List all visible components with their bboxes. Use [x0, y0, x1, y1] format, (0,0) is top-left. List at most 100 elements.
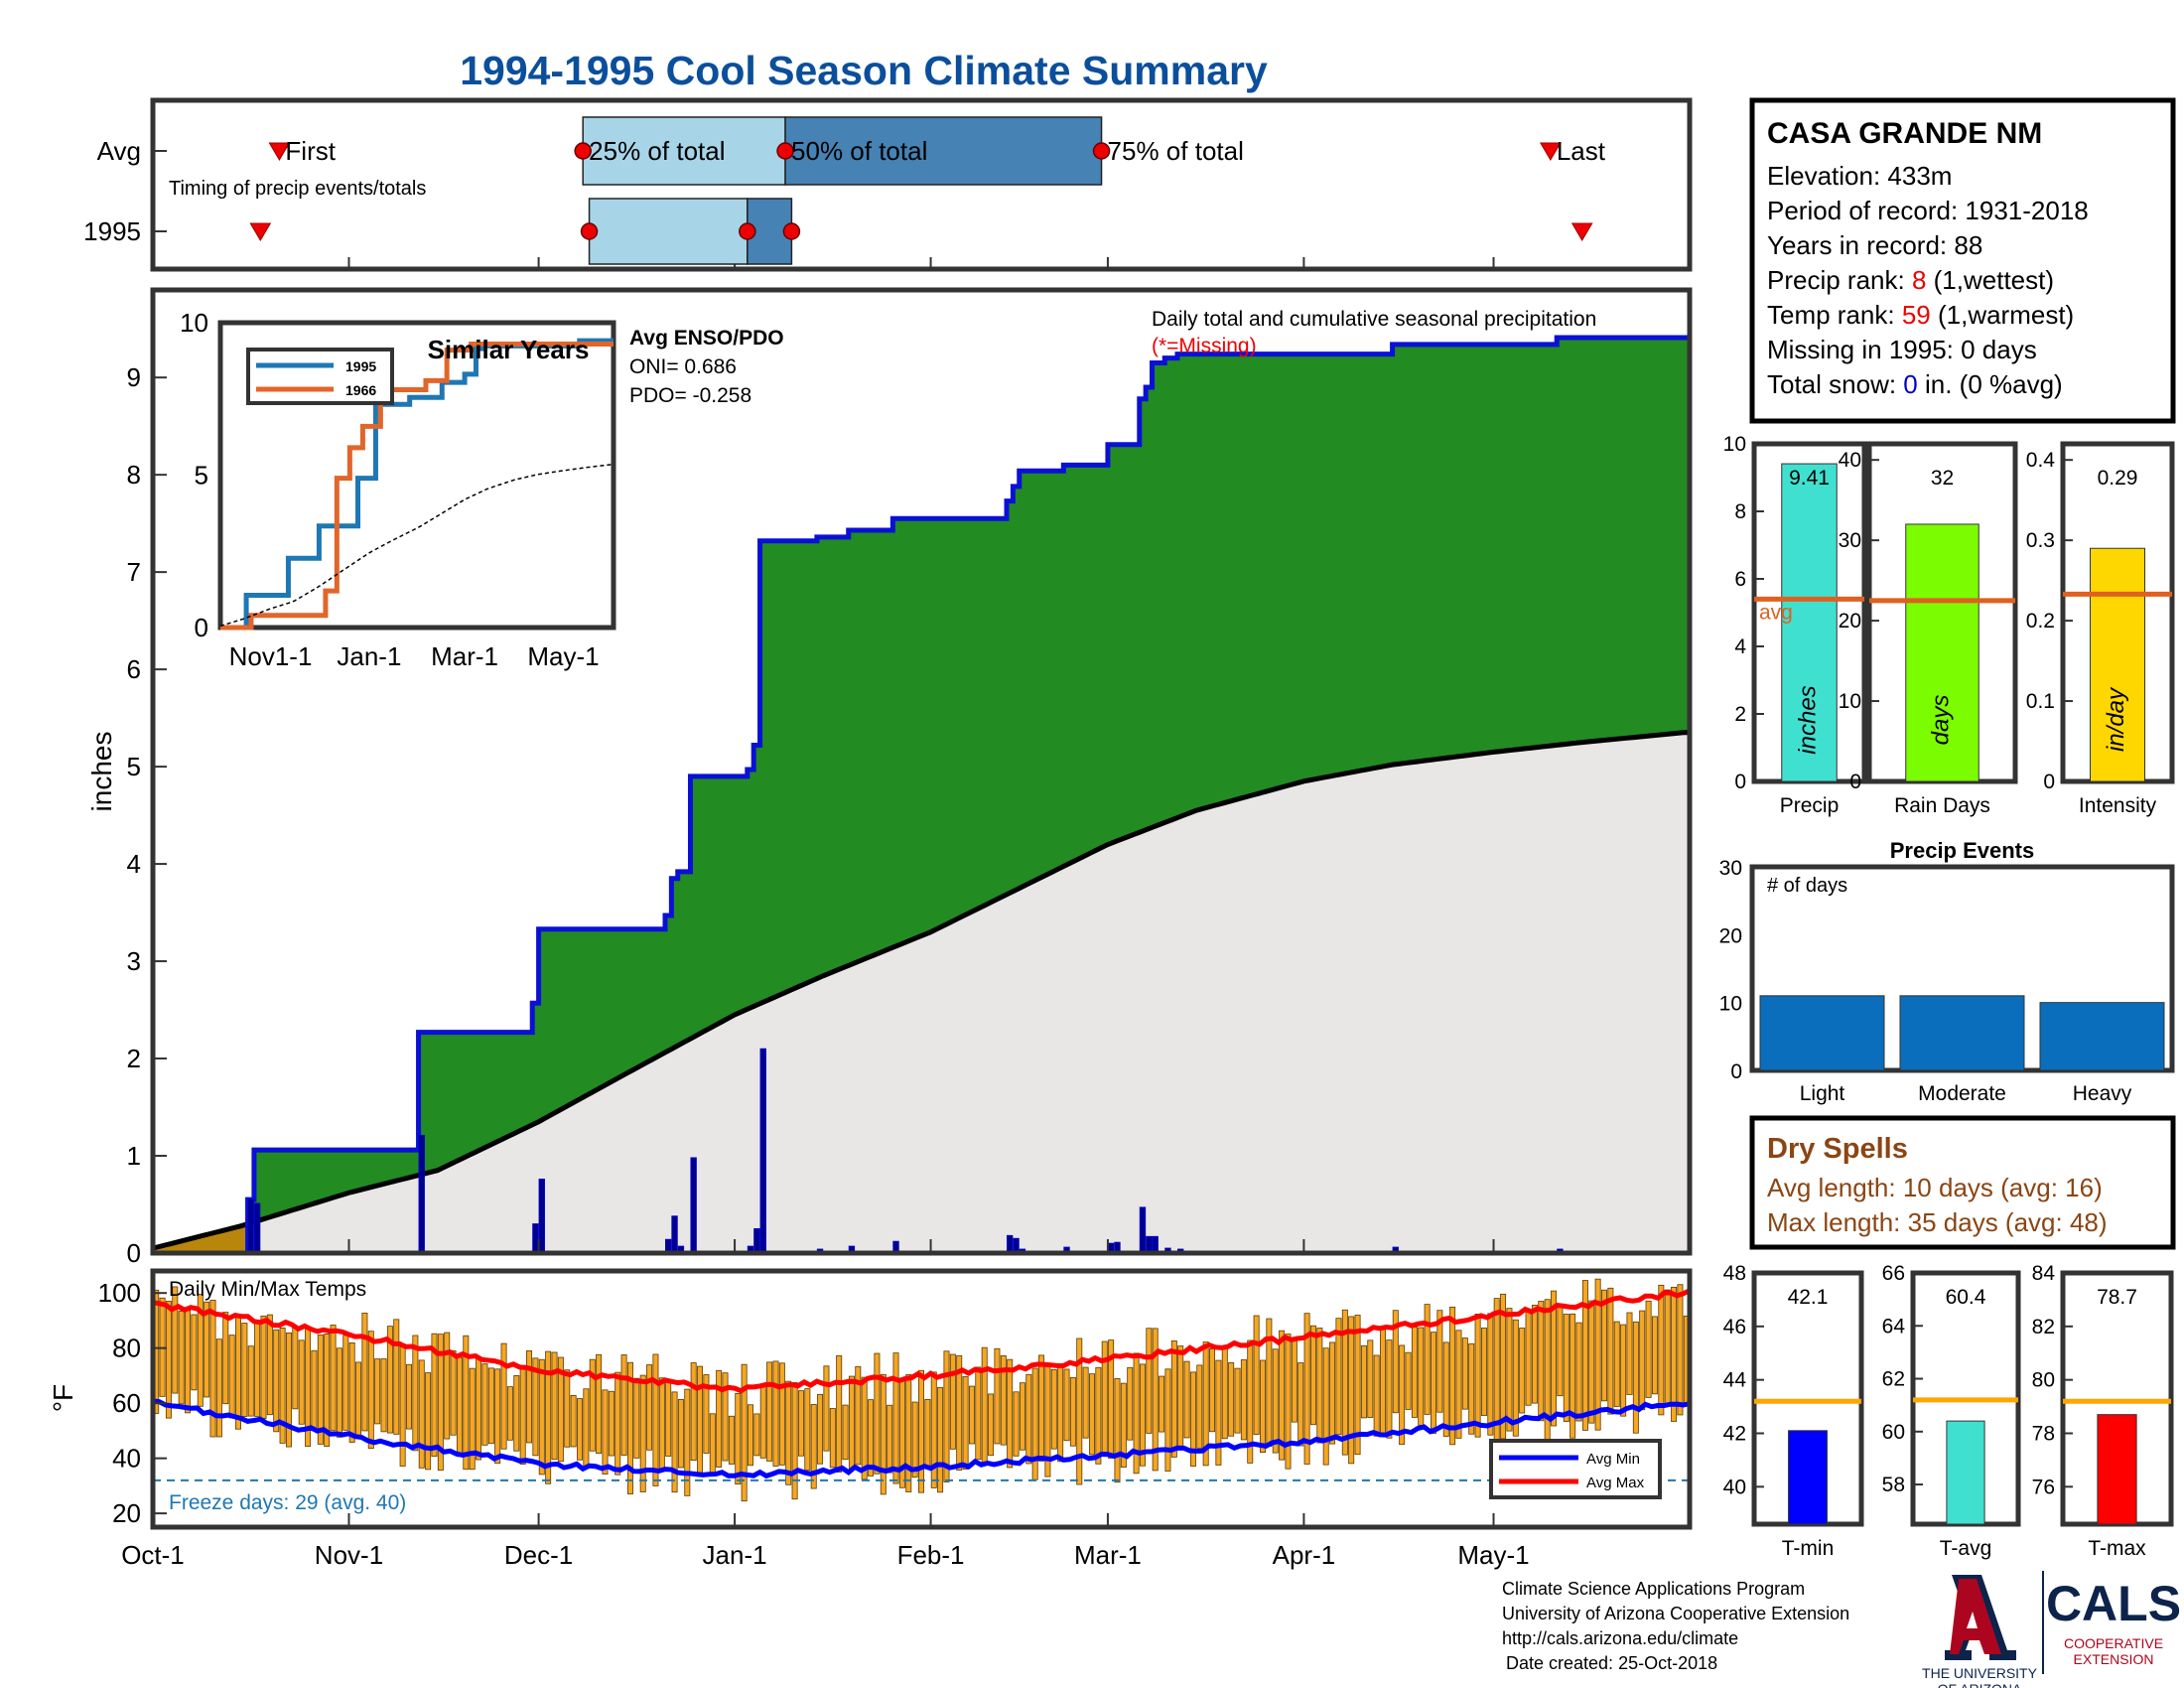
inset-title: Similar Years	[428, 335, 590, 364]
summary-bar-rain-days	[1905, 523, 1979, 782]
missing-note: (*=Missing)	[1152, 335, 1257, 357]
temp-summary-category-label: T-min	[1782, 1537, 1835, 1560]
summary-bar-precip	[1781, 463, 1838, 782]
daily-temp-bar	[1159, 1375, 1165, 1433]
daily-temp-bar	[279, 1327, 286, 1444]
daily-temp-bar	[684, 1388, 691, 1496]
daily-temp-bar	[1127, 1366, 1134, 1441]
daily-temp-bar	[981, 1346, 988, 1464]
daily-temp-bar	[861, 1376, 868, 1480]
daily-temp-bar	[652, 1353, 659, 1486]
footer-line-4: Date created: 25-Oct-2018	[1506, 1653, 1717, 1673]
daily-temp-bar	[1329, 1341, 1336, 1445]
temp-summary-y-tick-label: 58	[1882, 1474, 1905, 1496]
temp-y-tick-label: 20	[112, 1498, 141, 1528]
temp-y-tick-label: 40	[112, 1444, 141, 1474]
daily-temp-bar	[1431, 1332, 1436, 1435]
daily-temp-bar	[988, 1393, 995, 1457]
daily-temp-bar	[564, 1369, 571, 1448]
daily-temp-bar	[1575, 1322, 1582, 1422]
x-tick-label: Apr-1	[1273, 1540, 1336, 1570]
station-precip-rank: Precip rank: 8 (1,wettest)	[1767, 265, 2054, 295]
precip-event-category-label: Moderate	[1918, 1082, 2006, 1105]
daily-temp-bar	[697, 1365, 704, 1474]
daily-temp-bar	[1139, 1363, 1146, 1467]
daily-temp-bar	[785, 1380, 792, 1485]
daily-temp-bar	[500, 1342, 507, 1450]
summary-y-tick-label: 2	[1734, 703, 1746, 726]
daily-temp-bar	[425, 1372, 432, 1471]
daily-temp-bar	[1373, 1354, 1380, 1437]
daily-temp-bar	[1386, 1339, 1393, 1439]
daily-precip-bar	[690, 1157, 697, 1254]
x-tick-label: Jan-1	[703, 1540, 767, 1570]
dry-spells-max: Max length: 35 days (avg: 48)	[1767, 1207, 2108, 1237]
daily-temp-bar	[930, 1371, 937, 1488]
daily-precip-bar	[759, 1048, 766, 1254]
daily-temp-bar	[292, 1327, 299, 1410]
summary-unit-label: inches	[1795, 685, 1822, 754]
daily-temp-bar	[1260, 1359, 1266, 1454]
daily-temp-bar	[1411, 1327, 1418, 1418]
main-chart-note: Daily total and cumulative seasonal prec…	[1152, 308, 1596, 331]
summary-bar-intensity	[2090, 547, 2145, 782]
precip-event-category-label: Light	[1800, 1082, 1845, 1105]
summary-avg-label: avg	[1759, 601, 1793, 624]
summary-y-tick-label: 0	[2043, 771, 2055, 793]
daily-temp-bar	[1234, 1367, 1241, 1434]
daily-temp-bar	[463, 1335, 470, 1471]
daily-temp-bar	[1031, 1367, 1038, 1480]
summary-unit-label: days	[1928, 695, 1955, 746]
temp-summary-y-tick-label: 60	[1882, 1421, 1905, 1444]
summary-y-tick-label: 0.2	[2026, 610, 2055, 633]
daily-temp-bar	[1279, 1330, 1286, 1461]
daily-temp-bar	[1152, 1328, 1159, 1472]
daily-temp-bar	[1309, 1325, 1316, 1426]
ua-logo-letter: A	[1977, 1651, 1978, 1654]
daily-temp-bar	[1285, 1334, 1292, 1470]
daily-temp-bar	[937, 1386, 944, 1493]
temp-summary-y-tick-label: 84	[2032, 1262, 2056, 1285]
daily-temp-bar	[791, 1382, 798, 1500]
station-years: Years in record: 88	[1767, 230, 1982, 260]
daily-temp-bar	[1538, 1301, 1545, 1422]
daily-temp-bar	[222, 1312, 229, 1405]
daily-temp-bar	[709, 1413, 716, 1474]
daily-temp-bar	[1594, 1278, 1601, 1431]
daily-temp-bar	[1468, 1342, 1475, 1435]
daily-temp-bar	[456, 1356, 463, 1458]
daily-precip-bar	[671, 1215, 678, 1254]
main-y-tick-label: 7	[127, 557, 141, 587]
y1995-first-marker	[249, 222, 272, 241]
daily-temp-bar	[716, 1369, 723, 1468]
summary-category-label: Intensity	[2079, 794, 2157, 817]
inset-x-tick-label: Nov1-1	[229, 641, 313, 671]
daily-temp-bar	[406, 1363, 412, 1430]
daily-temp-bar	[1506, 1308, 1513, 1432]
main-y-tick-label: 0	[127, 1238, 141, 1268]
x-tick-label: Oct-1	[121, 1540, 185, 1570]
daily-temp-bar	[1291, 1339, 1297, 1423]
inset-x-tick-label: May-1	[527, 641, 599, 671]
daily-temp-bar	[367, 1331, 374, 1450]
station-elevation: Elevation: 433m	[1767, 161, 1952, 191]
daily-temp-bar	[956, 1354, 963, 1471]
timing-subtitle: Timing of precip events/totals	[169, 178, 426, 200]
daily-temp-bar	[1221, 1346, 1228, 1440]
daily-temp-bar	[1449, 1306, 1456, 1446]
temp-y-axis-label: °F	[48, 1384, 78, 1412]
daily-temp-bar	[1620, 1324, 1627, 1417]
main-y-tick-label: 9	[127, 362, 141, 392]
daily-temp-bar	[1348, 1316, 1355, 1465]
daily-temp-bar	[1013, 1391, 1020, 1457]
dry-spells-avg: Avg length: 10 days (avg: 16)	[1767, 1173, 2103, 1202]
main-y-tick-label: 8	[127, 460, 141, 490]
daily-temp-bar	[1581, 1280, 1588, 1431]
daily-temp-bar	[418, 1359, 425, 1469]
daily-temp-bar	[848, 1375, 855, 1470]
temp-y-tick-label: 100	[98, 1278, 141, 1308]
avg-max-line	[152, 1288, 1692, 1394]
temp-summary-bar-t-avg	[1946, 1420, 1985, 1525]
daily-temp-bar	[1050, 1368, 1057, 1450]
daily-temp-bar	[273, 1329, 280, 1433]
